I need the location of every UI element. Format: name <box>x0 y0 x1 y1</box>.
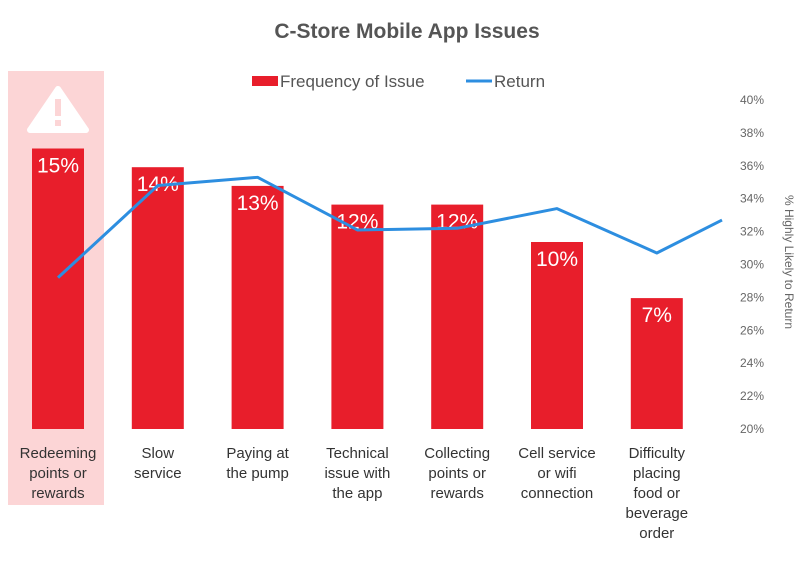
y2-tick-label-7: 34% <box>740 192 764 206</box>
y2-tick-label-0: 20% <box>740 422 764 436</box>
bar-4 <box>431 204 484 429</box>
return-line <box>56 175 723 279</box>
warning-triangle-icon <box>27 86 89 133</box>
legend-bar-label: Frequency of Issue <box>280 72 425 91</box>
y2-tick-label-6: 32% <box>740 225 764 239</box>
right-axis-title: % Highly Likely to Return <box>782 195 796 329</box>
bar-value-label-6: 7% <box>642 304 672 327</box>
y2-tick-label-10: 40% <box>740 93 764 107</box>
category-label-1: Slow service <box>134 445 182 482</box>
bar-value-label-4: 12% <box>436 211 478 234</box>
bar-2 <box>231 185 284 429</box>
bar-5 <box>531 242 583 429</box>
bar-value-label-5: 10% <box>536 248 578 271</box>
bar-value-label-3: 12% <box>336 211 378 234</box>
legend: Frequency of Issue Return <box>252 72 545 91</box>
y2-tick-label-8: 36% <box>740 159 764 173</box>
bar-1 <box>131 167 184 429</box>
category-label-5: Cell service or wifi connection <box>518 445 596 502</box>
legend-bar-swatch <box>252 76 278 86</box>
bar-value-label-2: 13% <box>237 192 279 215</box>
right-axis: 20% 22% 24% 26% 28% 30% 32% 34% 36% 38% 40% <box>740 93 764 436</box>
legend-line-label: Return <box>494 72 545 91</box>
y2-tick-label-4: 28% <box>740 290 764 304</box>
category-label-4: Collecting points or rewards <box>424 445 490 502</box>
bar-0 <box>32 148 84 429</box>
y2-tick-label-5: 30% <box>740 258 764 272</box>
category-label-2: Paying at the pump <box>226 445 289 482</box>
category-label-6: Difficulty placing food or beverage order <box>626 445 689 542</box>
chart-title: C-Store Mobile App Issues <box>274 20 539 43</box>
category-label-0: Redeeming points or rewards <box>20 445 97 502</box>
y2-tick-label-9: 38% <box>740 126 764 140</box>
y2-tick-label-2: 24% <box>740 356 764 370</box>
y2-tick-label-3: 26% <box>740 323 764 337</box>
return-series-line <box>56 175 723 279</box>
category-label-3: Technical issue with the app <box>324 445 390 502</box>
bars <box>32 148 683 429</box>
bar-6 <box>630 298 683 429</box>
y2-tick-label-1: 22% <box>740 389 764 403</box>
data-labels: 15%14%13%12% 12%10%7% <box>37 155 672 328</box>
category-labels: Redeeming points or rewards Slow service Payi… <box>20 445 688 542</box>
bar-value-label-0: 15% <box>37 155 79 178</box>
bar-3 <box>331 204 384 429</box>
